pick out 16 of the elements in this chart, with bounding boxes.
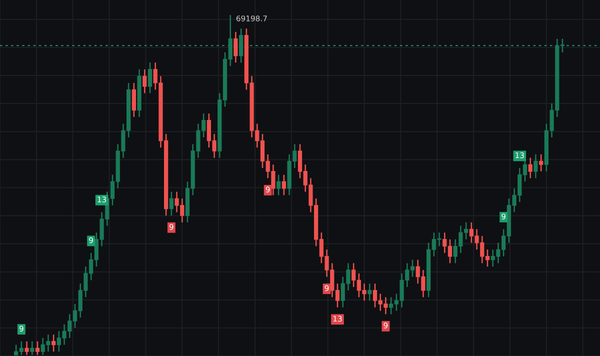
- candlestick: [52, 334, 56, 352]
- candlestick: [35, 340, 40, 356]
- candlestick: [234, 31, 238, 64]
- candlestick: [132, 82, 136, 118]
- candlestick: [148, 62, 152, 94]
- candlestick: [539, 154, 544, 172]
- candlestick: [169, 191, 174, 216]
- candlestick: [30, 340, 34, 356]
- candlestick: [142, 68, 147, 94]
- candlestick: [368, 282, 372, 302]
- candlestick: [239, 28, 244, 64]
- candlestick: [534, 154, 538, 179]
- candlestick: [282, 174, 286, 196]
- candlestick: [24, 340, 29, 356]
- candlestick: [528, 157, 532, 179]
- candlestick: [276, 174, 281, 196]
